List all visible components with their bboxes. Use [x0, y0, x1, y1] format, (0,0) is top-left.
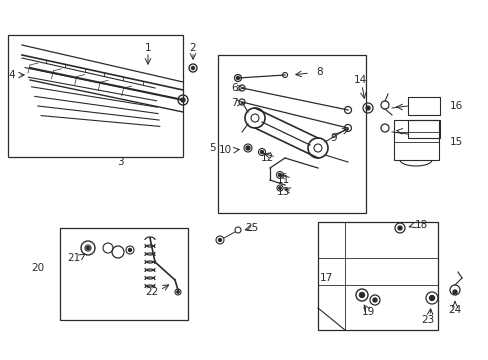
Text: 22: 22 — [144, 287, 158, 297]
Circle shape — [278, 187, 281, 189]
Circle shape — [452, 290, 456, 294]
Text: 18: 18 — [414, 220, 427, 230]
Text: 23: 23 — [421, 315, 434, 325]
Text: 3: 3 — [117, 157, 123, 167]
Text: 25: 25 — [245, 223, 258, 233]
Text: 14: 14 — [353, 75, 366, 85]
Circle shape — [245, 146, 249, 150]
Bar — [8, 35, 183, 157]
Text: 17: 17 — [319, 273, 332, 283]
Circle shape — [428, 296, 434, 301]
Circle shape — [359, 292, 364, 297]
Circle shape — [397, 226, 401, 230]
Circle shape — [191, 67, 194, 69]
Text: 5: 5 — [209, 143, 216, 153]
Text: 9: 9 — [330, 133, 337, 143]
Circle shape — [260, 150, 263, 153]
Text: 12: 12 — [260, 153, 273, 163]
Bar — [60, 228, 187, 320]
Circle shape — [86, 247, 89, 249]
Bar — [317, 222, 437, 330]
Text: 24: 24 — [447, 305, 461, 315]
Circle shape — [177, 291, 179, 293]
Circle shape — [372, 298, 376, 302]
Text: 2: 2 — [189, 43, 196, 53]
Circle shape — [181, 98, 184, 102]
Bar — [407, 120, 439, 138]
Text: 7: 7 — [231, 98, 238, 108]
Text: 10: 10 — [219, 145, 231, 155]
Text: 20: 20 — [31, 263, 44, 273]
Bar — [218, 55, 365, 213]
Circle shape — [236, 77, 239, 80]
Bar — [393, 120, 438, 160]
Text: 4: 4 — [9, 70, 15, 80]
Text: 1: 1 — [144, 43, 151, 53]
Text: 15: 15 — [449, 137, 462, 147]
Circle shape — [365, 106, 369, 110]
Circle shape — [128, 248, 131, 252]
Circle shape — [218, 239, 221, 242]
Text: 16: 16 — [449, 101, 462, 111]
Bar — [407, 97, 439, 115]
Circle shape — [278, 174, 281, 176]
Text: 6: 6 — [231, 83, 238, 93]
Text: 11: 11 — [276, 175, 289, 185]
Text: 13: 13 — [276, 187, 289, 197]
Text: 8: 8 — [316, 67, 323, 77]
Text: 21: 21 — [67, 253, 80, 263]
Text: 19: 19 — [361, 307, 374, 317]
